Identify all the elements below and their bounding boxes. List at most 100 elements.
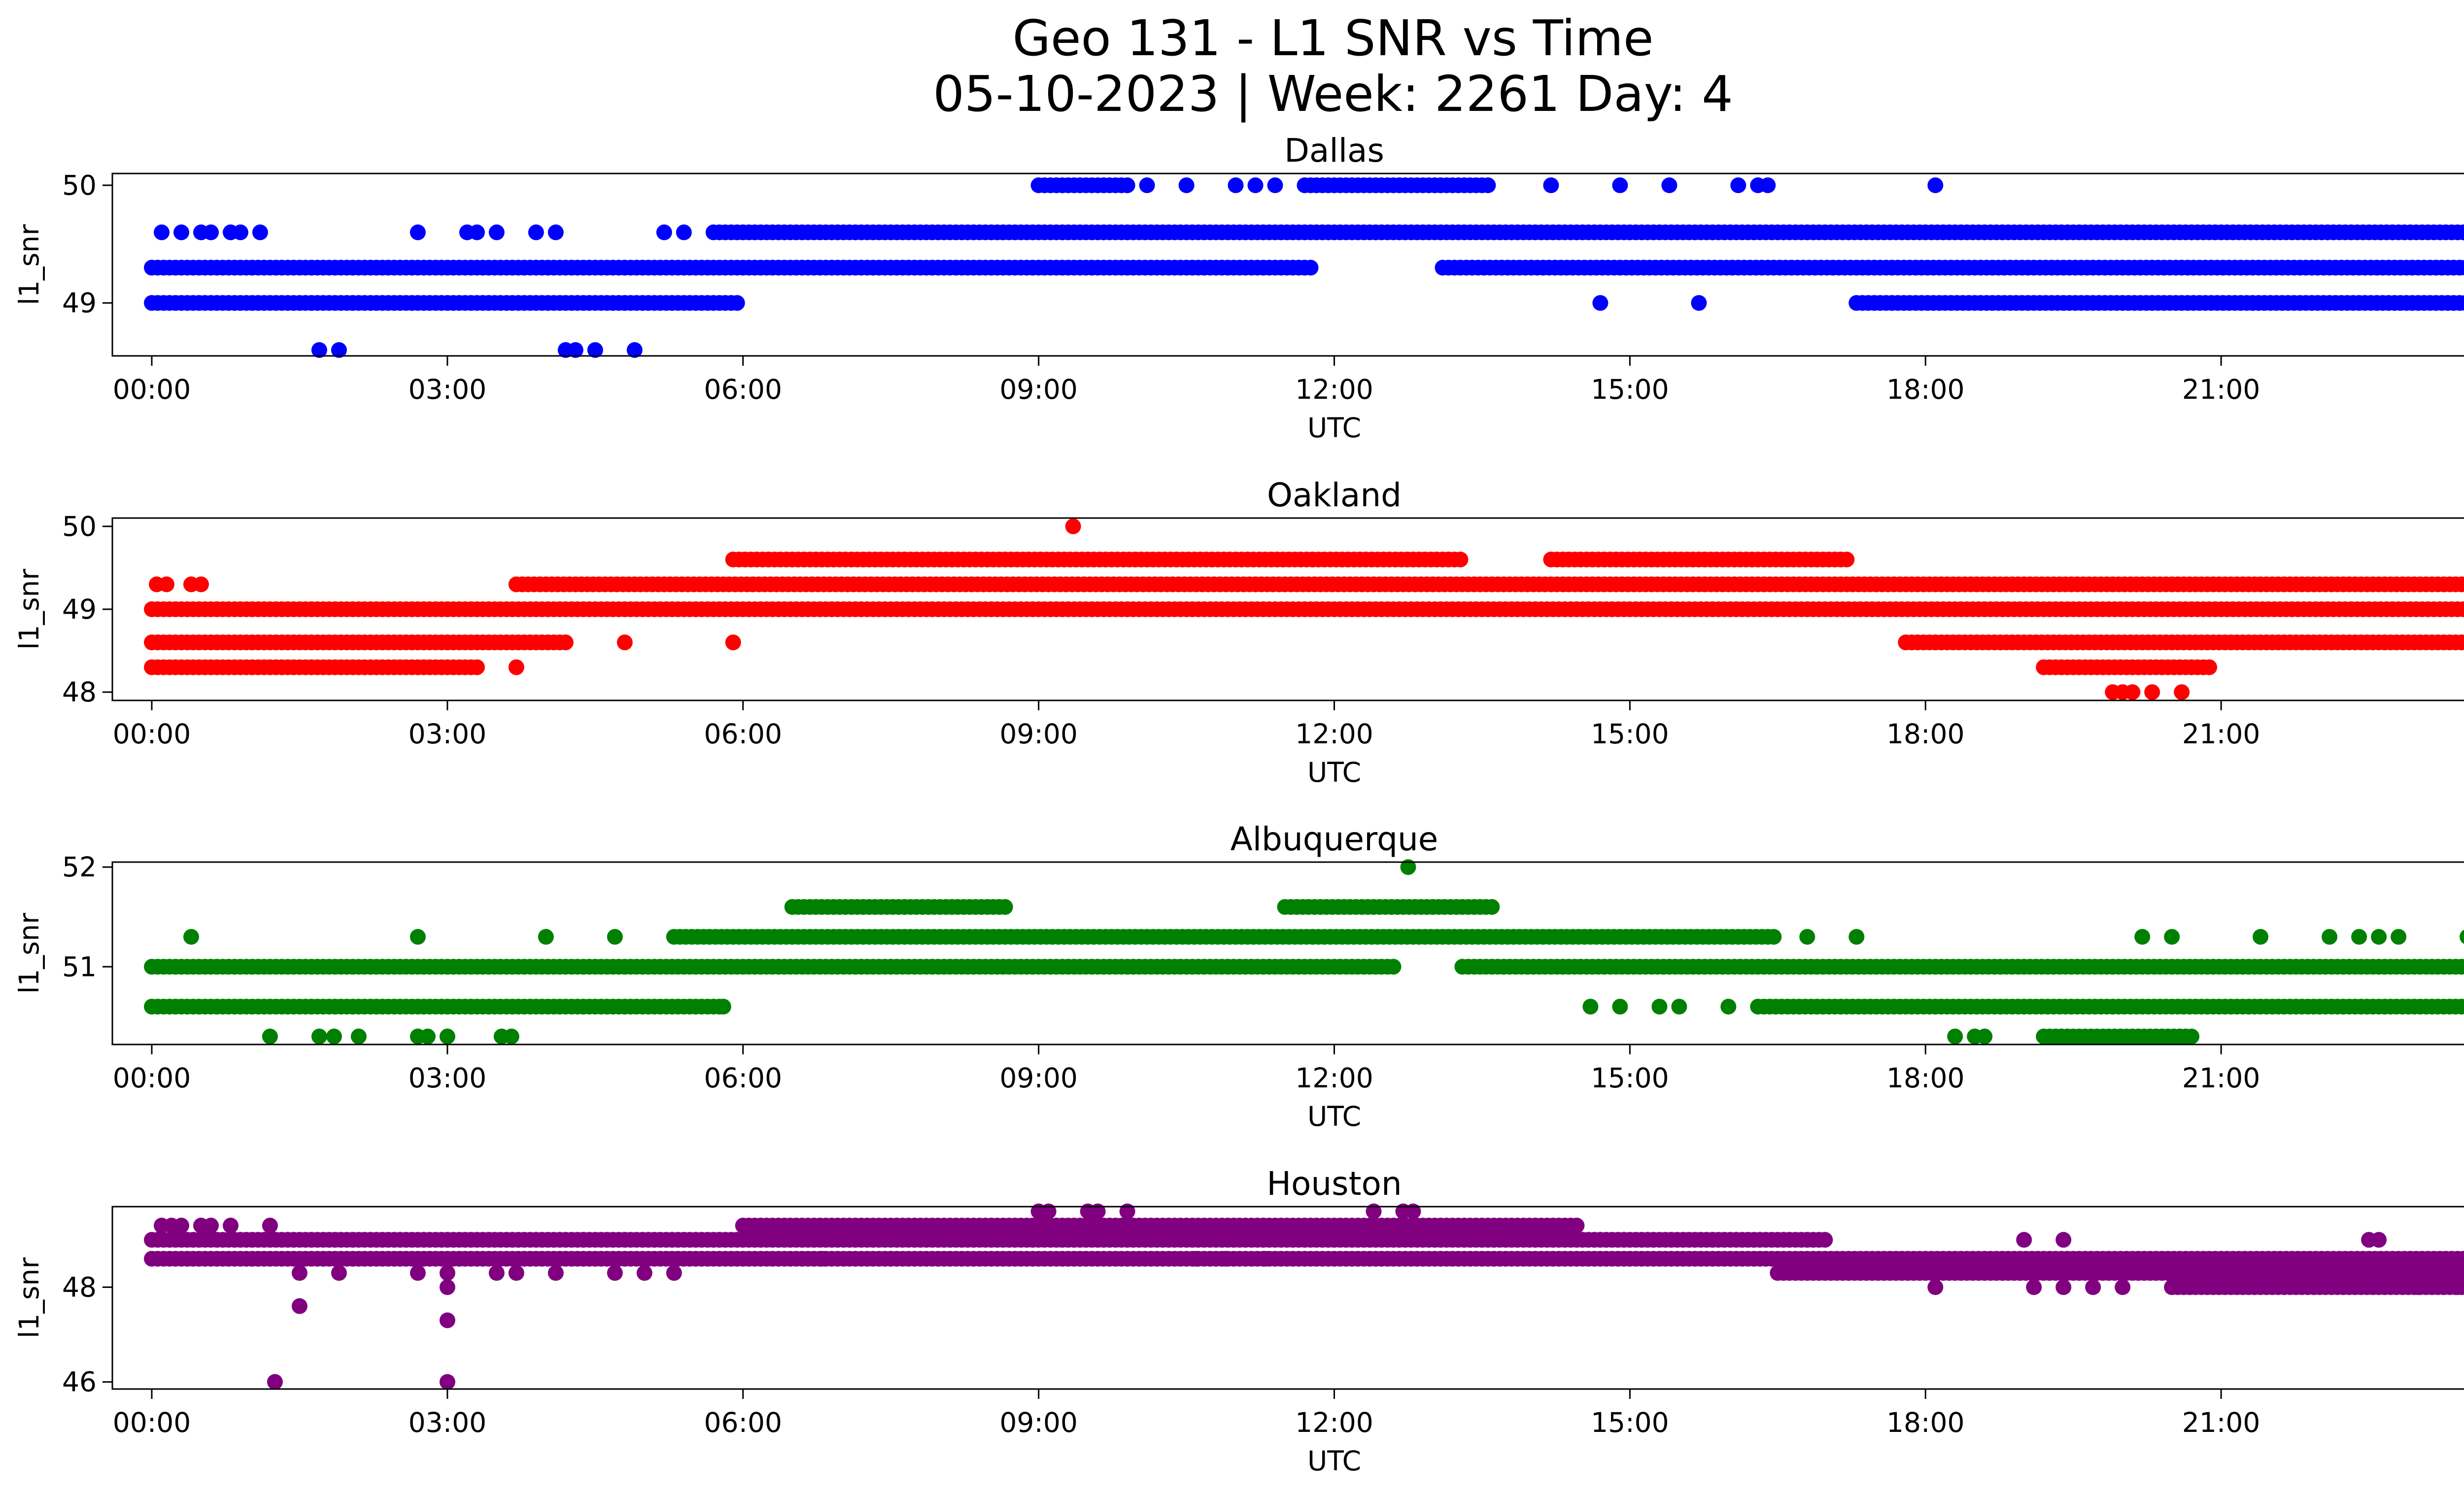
figure-title-line1: Geo 131 - L1 SNR vs Time <box>1013 9 1654 67</box>
albuquerque-x-tick-label: 03:00 <box>409 1062 487 1094</box>
dallas-x-tick-label: 06:00 <box>704 374 782 405</box>
albuquerque-point <box>2371 929 2387 945</box>
albuquerque-title: Albuquerque <box>1231 820 1438 858</box>
houston-point <box>2456 1265 2464 1281</box>
houston-point <box>223 1217 239 1234</box>
albuquerque-y-axis-label: l1_snr <box>13 913 45 994</box>
houston-point <box>1817 1232 1833 1248</box>
albuquerque-x-axis-label: UTC <box>1307 1101 1361 1132</box>
houston-point <box>439 1374 455 1390</box>
dallas-point <box>528 224 544 241</box>
albuquerque-point <box>2460 930 2464 944</box>
houston-point <box>1405 1203 1421 1219</box>
albuquerque-point <box>326 1028 342 1044</box>
houston-x-tick-label: 15:00 <box>1591 1407 1669 1438</box>
dallas-point <box>1927 177 1944 193</box>
albuquerque-point <box>1799 929 1815 945</box>
albuquerque-point <box>2460 999 2464 1014</box>
houston-x-axis-label: UTC <box>1307 1445 1361 1477</box>
albuquerque-point <box>262 1028 278 1044</box>
houston-point <box>2026 1279 2042 1295</box>
houston-point <box>2085 1279 2101 1295</box>
albuquerque-point <box>538 929 554 945</box>
dallas-point <box>203 224 219 241</box>
dallas-point <box>488 224 505 241</box>
dallas-x-tick-label: 21:00 <box>2182 374 2260 405</box>
oakland-point <box>2462 603 2464 615</box>
dallas-point <box>232 224 248 241</box>
albuquerque-point <box>2391 929 2407 945</box>
albuquerque-point <box>350 1028 367 1044</box>
albuquerque-x-tick-label: 18:00 <box>1886 1062 1965 1094</box>
houston-point <box>410 1265 426 1281</box>
houston-x-tick-label: 03:00 <box>409 1407 487 1438</box>
albuquerque-point <box>1385 959 1402 975</box>
houston-point <box>508 1265 524 1281</box>
houston-point <box>291 1298 308 1314</box>
houston-x-tick-label: 21:00 <box>2182 1407 2260 1438</box>
albuquerque-y-tick-label: 52 <box>62 851 97 883</box>
dallas-point <box>1730 177 1746 193</box>
dallas-point <box>1267 177 1283 193</box>
albuquerque-points <box>144 859 2464 1044</box>
dallas-points <box>144 177 2464 358</box>
houston-point <box>2055 1232 2072 1248</box>
oakland-x-axis-label: UTC <box>1307 757 1361 788</box>
houston-point <box>331 1265 347 1281</box>
albuquerque-point <box>2460 959 2464 974</box>
dallas-point <box>469 224 485 241</box>
albuquerque-point <box>997 899 1013 915</box>
oakland-point <box>508 659 524 675</box>
oakland-y-tick-label: 50 <box>62 511 97 542</box>
houston-point <box>1257 1251 1273 1267</box>
houston-point <box>2450 1279 2464 1295</box>
houston-point <box>1569 1217 1585 1234</box>
dallas-point <box>1228 177 1244 193</box>
houston-x-tick-label: 18:00 <box>1886 1407 1965 1438</box>
houston-point <box>2410 1279 2427 1295</box>
houston-points <box>144 1203 2464 1390</box>
houston-point <box>439 1279 455 1295</box>
houston-point <box>1090 1203 1106 1219</box>
houston-y-tick-label: 46 <box>62 1366 97 1398</box>
dallas-x-tick-label: 03:00 <box>409 374 487 405</box>
houston-point <box>2462 1253 2464 1265</box>
dallas-point <box>2458 260 2464 276</box>
dallas-y-tick-label: 49 <box>62 287 97 319</box>
dallas-point <box>676 224 692 241</box>
albuquerque-y-tick-label: 51 <box>62 951 97 982</box>
albuquerque-point <box>1977 1028 1993 1044</box>
panels: Dallas 00:00 03:00 06:00 09:00 12:00 15:00 18:0… <box>13 132 2464 1477</box>
albuquerque-point <box>2134 929 2151 945</box>
oakland-point <box>1452 552 1469 568</box>
albuquerque-x-tick-label: 06:00 <box>704 1062 782 1094</box>
houston-point <box>548 1265 564 1281</box>
oakland-point <box>193 576 209 592</box>
oakland-point <box>616 634 633 651</box>
dallas-point <box>1612 177 1628 193</box>
albuquerque-point <box>183 929 199 945</box>
dallas-point <box>1691 295 1707 311</box>
albuquerque-point <box>1651 999 1668 1015</box>
albuquerque-point <box>503 1028 519 1044</box>
houston-x-tick-label: 12:00 <box>1295 1407 1373 1438</box>
oakland-x-tick-label: 18:00 <box>1886 718 1965 750</box>
panel-oakland: Oakland 00:00 03:00 06:00 09:00 12:00 15:00 18:… <box>13 476 2464 788</box>
dallas-point <box>1139 177 1155 193</box>
albuquerque-point <box>1848 929 1865 945</box>
oakland-point <box>2460 635 2464 650</box>
albuquerque-axes-frame <box>111 861 2464 1045</box>
oakland-x-tick-label: 03:00 <box>409 718 487 750</box>
houston-point <box>2115 1279 2131 1295</box>
houston-point <box>439 1265 455 1281</box>
dallas-point <box>1119 177 1135 193</box>
houston-point <box>2456 1251 2464 1267</box>
houston-point <box>2016 1232 2032 1248</box>
oakland-title: Oakland <box>1267 476 1402 514</box>
dallas-point <box>587 342 603 358</box>
oakland-point <box>725 634 741 651</box>
albuquerque-x-tick-label: 09:00 <box>999 1062 1078 1094</box>
oakland-x-tick-label: 09:00 <box>999 718 1078 750</box>
houston-y-axis-label: l1_snr <box>13 1257 45 1338</box>
dallas-point <box>331 342 347 358</box>
